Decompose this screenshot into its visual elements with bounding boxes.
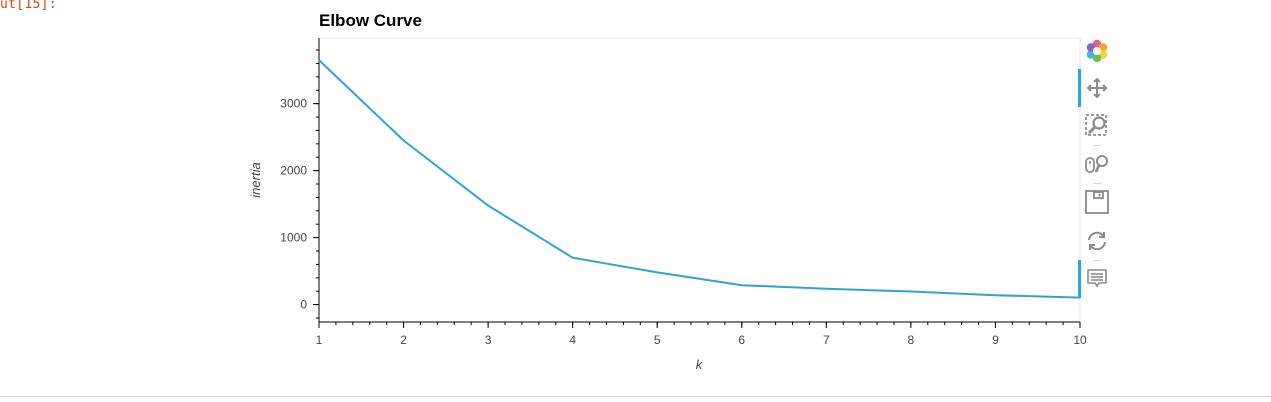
pan-active-indicator [1078,69,1081,107]
cell-output-prompt: ut[15]: [0,0,57,12]
x-tick-label: 5 [654,333,661,347]
x-tick-label: 10 [1073,333,1087,347]
x-tick-label: 3 [485,333,492,347]
toolbar-separator [1093,260,1101,261]
chart-title: Elbow Curve [319,11,422,30]
bokeh-logo-icon[interactable] [1082,36,1112,66]
wheel-zoom-tool-icon[interactable] [1082,149,1112,179]
chart-toolbar [1078,36,1119,298]
x-axis-label: k [696,357,704,372]
x-tick-label: 1 [316,333,323,347]
x-tick-label: 2 [400,333,407,347]
x-tick-label: 9 [992,333,999,347]
reset-tool-icon[interactable] [1082,226,1112,256]
y-tick-label: 2000 [280,164,307,178]
toolbar-separator [1093,145,1101,146]
y-tick-label: 1000 [280,231,307,245]
x-tick-label: 8 [908,333,915,347]
y-axis-label: inertia [248,162,263,197]
x-tick-label: 7 [823,333,830,347]
x-tick-label: 4 [569,333,576,347]
save-tool-icon[interactable] [1082,187,1112,217]
box-zoom-tool-icon[interactable] [1082,111,1112,141]
hover-active-indicator [1078,260,1081,298]
series-line [318,59,1081,299]
x-tick-label: 6 [738,333,745,347]
pan-tool-icon[interactable] [1082,73,1112,103]
y-tick-label: 3000 [280,97,307,111]
hover-tool-icon[interactable] [1082,264,1112,294]
y-tick-label: 0 [300,298,307,312]
toolbar-separator [1093,183,1101,184]
cell-bottom-border [0,396,1271,397]
